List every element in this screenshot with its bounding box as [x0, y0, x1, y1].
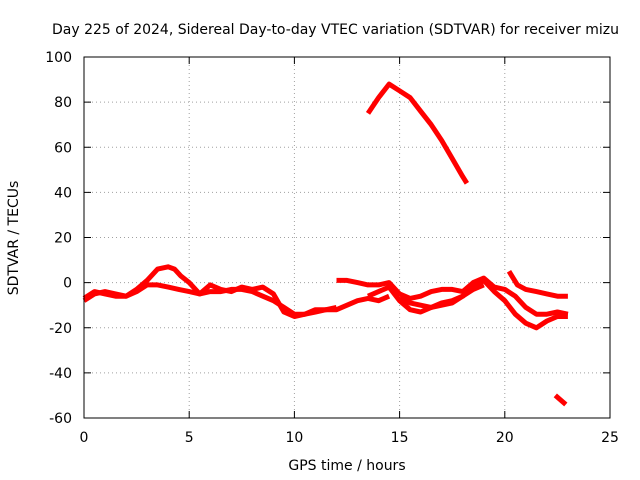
x-axis-label: GPS time / hours [288, 458, 405, 474]
y-tick-label: -40 [49, 366, 72, 382]
y-tick-label: 20 [54, 231, 72, 247]
y-tick-label: -20 [49, 321, 72, 337]
x-tick-label: 20 [496, 430, 514, 446]
y-tick-label: 0 [63, 276, 72, 292]
x-tick-label: 15 [391, 430, 409, 446]
x-tick-label: 10 [285, 430, 303, 446]
series-line-track-c [336, 275, 569, 317]
grid-lines [84, 57, 610, 418]
y-tick-label: 40 [54, 185, 72, 201]
series-line-track-g [506, 269, 568, 299]
y-tick-label: -60 [49, 411, 72, 427]
x-tick-label: 0 [80, 430, 89, 446]
series-group [82, 81, 569, 407]
series-line-track-e [398, 282, 485, 310]
x-tick-label: 5 [185, 430, 194, 446]
series-line-track-b [82, 264, 338, 319]
y-axis-label: SDTVAR / TECUs [6, 181, 22, 296]
series-line-track-f [365, 81, 470, 185]
chart-title: Day 225 of 2024, Sidereal Day-to-day VTE… [52, 22, 619, 38]
y-tick-label: 80 [54, 95, 72, 111]
axis-ticks: 0 5 10 15 20 25 -60 -40 -20 0 20 40 60 80 100 [45, 50, 619, 446]
series-line-track-h [553, 393, 568, 407]
y-tick-label: 60 [54, 140, 72, 156]
x-tick-label: 25 [601, 430, 619, 446]
y-tick-label: 100 [45, 50, 72, 66]
